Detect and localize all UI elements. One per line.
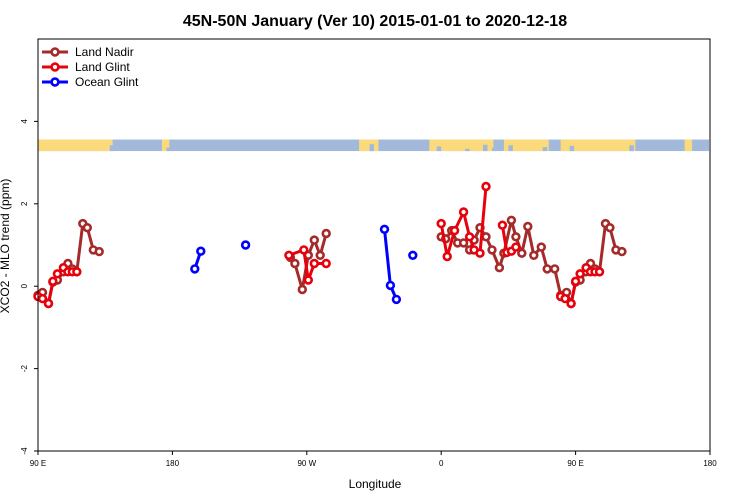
series-land-glint — [33, 181, 605, 309]
data-point — [517, 248, 527, 258]
data-point — [290, 258, 300, 269]
coast-detail — [542, 147, 548, 152]
data-point — [72, 267, 82, 277]
data-point — [309, 235, 319, 245]
data-point — [196, 246, 206, 256]
data-point — [37, 293, 48, 304]
data-point — [190, 264, 200, 274]
data-point — [82, 223, 93, 233]
x-tick-label: 90 E — [567, 459, 583, 468]
land-segment — [429, 139, 494, 152]
series-ocean-glint — [190, 224, 418, 305]
y-tick-label: 4 — [20, 119, 29, 124]
data-point — [617, 246, 627, 257]
land-segment — [684, 139, 693, 152]
legend-label: Land Nadir — [75, 45, 134, 59]
data-point — [487, 245, 497, 255]
data-point — [481, 232, 491, 242]
y-tick-label: 0 — [20, 283, 29, 288]
data-point — [321, 228, 331, 239]
data-point — [570, 276, 581, 286]
data-point — [511, 232, 521, 242]
data-point — [542, 264, 552, 274]
data-point — [321, 258, 331, 269]
x-tick-label: 180 — [703, 459, 717, 468]
data-point — [594, 267, 605, 277]
data-point — [529, 250, 539, 261]
data-point — [575, 269, 585, 279]
legend-swatch-marker — [50, 77, 60, 87]
data-point — [297, 284, 307, 295]
land-segment — [359, 139, 379, 152]
land-segment — [560, 139, 636, 152]
x-axis-label: Longitude — [349, 477, 402, 491]
data-point — [481, 181, 491, 192]
data-point — [309, 258, 319, 269]
data-point — [303, 275, 313, 285]
x-tick-label: 180 — [166, 459, 180, 468]
land-segment — [38, 139, 113, 152]
data-point — [511, 242, 521, 252]
x-tick-label: 90 W — [297, 459, 316, 468]
data-point — [315, 250, 325, 261]
legend-swatch-marker — [50, 62, 60, 72]
plot-frame — [37, 38, 711, 452]
data-point — [299, 245, 309, 255]
y-tick-label: -4 — [20, 447, 29, 455]
data-point — [497, 220, 508, 230]
legend-label: Ocean Glint — [75, 75, 139, 89]
data-point — [449, 225, 460, 236]
land-segment — [503, 139, 549, 152]
data-point — [475, 248, 485, 258]
data-point — [458, 207, 469, 217]
data-point — [560, 293, 570, 304]
data-point — [442, 251, 452, 262]
data-point — [549, 264, 560, 274]
coast-detail — [436, 146, 442, 152]
data-point — [94, 246, 104, 257]
legend-swatch-marker — [50, 47, 60, 57]
data-point — [494, 263, 505, 273]
coast-detail — [491, 147, 497, 152]
data-point — [48, 276, 58, 286]
data-point — [391, 294, 402, 305]
data-point — [523, 221, 533, 232]
x-axis-ticks: 90 E 180 90 W 0 90 E 180 — [30, 451, 717, 468]
coast-detail — [369, 144, 374, 152]
x-tick-label: 90 E — [30, 459, 46, 468]
series-layer — [33, 181, 627, 309]
land-segment — [161, 139, 170, 152]
data-point — [605, 223, 615, 233]
data-point — [506, 215, 517, 226]
data-point — [385, 280, 396, 291]
y-tick-label: -2 — [20, 364, 29, 372]
coast-detail — [483, 144, 488, 152]
data-point — [566, 298, 576, 309]
coast-detail — [629, 145, 634, 152]
data-point — [52, 269, 63, 279]
x-tick-label: 0 — [439, 459, 444, 468]
coast-detail — [569, 145, 575, 152]
chart-title: 45N-50N January (Ver 10) 2015-01-01 to 2… — [183, 13, 567, 30]
data-point — [43, 298, 54, 309]
data-point — [464, 232, 475, 242]
data-point — [379, 224, 390, 235]
y-axis-label: XCO2 - MLO trend (ppm) — [0, 179, 12, 314]
y-tick-label: 2 — [20, 201, 29, 206]
data-point — [436, 218, 446, 229]
coast-detail — [508, 145, 513, 152]
data-point — [240, 240, 251, 250]
coast-detail — [465, 148, 470, 152]
data-point — [284, 250, 294, 261]
legend-label: Land Glint — [75, 60, 130, 74]
data-point — [536, 242, 546, 252]
data-point — [458, 238, 469, 248]
land-ocean-mask-band — [38, 139, 709, 152]
data-point — [408, 250, 418, 261]
coast-detail — [166, 147, 171, 152]
y-axis-ticks: -4 -2 0 2 4 — [20, 119, 38, 455]
coast-detail — [109, 145, 115, 152]
